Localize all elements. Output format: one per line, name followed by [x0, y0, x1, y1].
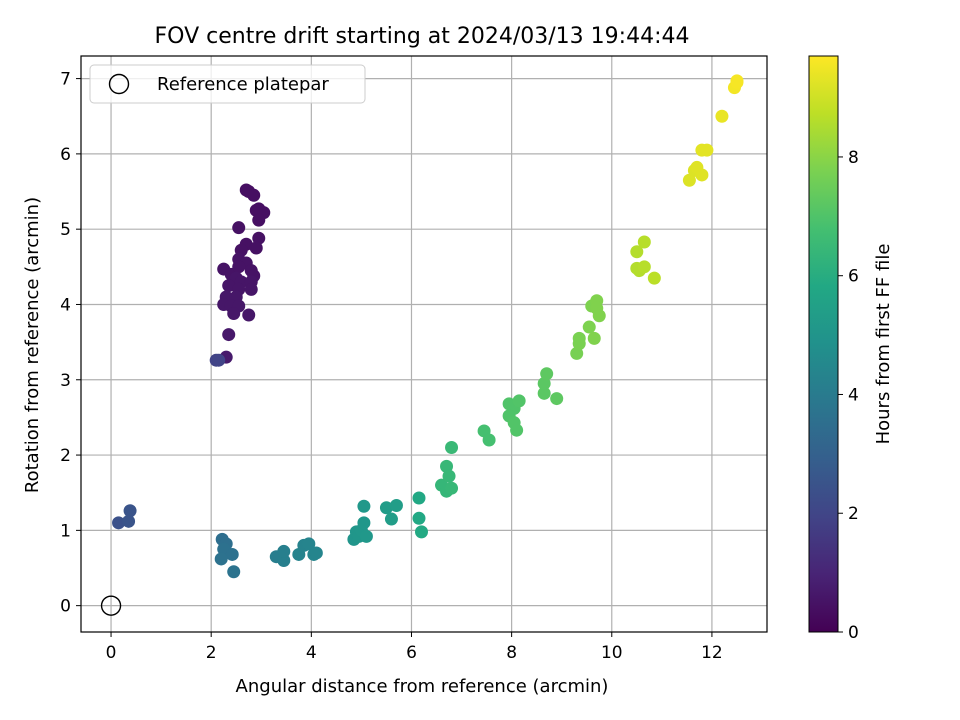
- data-point: [232, 221, 246, 235]
- data-point: [389, 499, 403, 513]
- data-point: [572, 337, 586, 351]
- data-point: [414, 525, 428, 539]
- legend: Reference platepar: [89, 64, 366, 104]
- legend-label: Reference platepar: [157, 74, 329, 95]
- data-point: [512, 394, 526, 408]
- x-tick-label: 8: [506, 643, 517, 663]
- data-point: [309, 546, 323, 560]
- data-point: [112, 516, 126, 530]
- data-point: [550, 392, 564, 406]
- colorbar-gradient: [808, 55, 839, 633]
- y-tick-label: 3: [60, 371, 71, 391]
- colorbar-tick-label: 8: [848, 148, 859, 168]
- y-tick-label: 7: [60, 70, 71, 90]
- data-point: [570, 346, 584, 360]
- data-point: [537, 377, 551, 391]
- data-point: [442, 469, 456, 483]
- data-point: [592, 309, 606, 323]
- y-tick-label: 0: [60, 597, 71, 617]
- data-point: [537, 386, 551, 400]
- axes-frame: [80, 55, 768, 633]
- data-point: [647, 271, 661, 285]
- data-point: [384, 512, 398, 526]
- data-point: [637, 260, 651, 274]
- data-point: [225, 547, 239, 561]
- colorbar: 0 2 4 6 8: [808, 55, 859, 643]
- colorbar-tick-label: 6: [848, 267, 859, 287]
- data-point: [540, 367, 554, 381]
- data-point: [700, 143, 714, 157]
- data-point: [222, 328, 236, 342]
- data-point: [227, 565, 241, 579]
- y-tick-label: 2: [60, 446, 71, 466]
- data-point: [357, 516, 371, 530]
- data-point: [244, 282, 258, 296]
- legend-box: [89, 64, 366, 104]
- chart-title: FOV centre drift starting at 2024/03/13 …: [155, 24, 690, 49]
- data-point: [637, 235, 651, 249]
- data-point: [122, 514, 136, 528]
- data-point: [227, 307, 241, 321]
- data-point: [232, 260, 246, 274]
- data-point: [357, 499, 371, 513]
- data-point: [302, 537, 316, 551]
- data-point: [587, 331, 601, 345]
- y-tick-label: 6: [60, 145, 71, 165]
- colorbar-tick-label: 2: [848, 504, 859, 524]
- data-point: [359, 529, 373, 543]
- data-point: [242, 308, 256, 322]
- data-point: [214, 552, 228, 566]
- y-tick-label: 4: [60, 295, 71, 315]
- data-point: [510, 423, 524, 437]
- data-point: [440, 459, 454, 473]
- data-point: [252, 231, 266, 245]
- x-tick-label: 6: [406, 643, 417, 663]
- data-point: [445, 481, 459, 495]
- data-point: [445, 441, 459, 455]
- data-point: [212, 353, 226, 367]
- data-point: [630, 245, 644, 259]
- x-tick-label: 0: [106, 643, 117, 663]
- data-point: [412, 491, 426, 505]
- x-axis-label: Angular distance from reference (arcmin): [236, 676, 609, 697]
- colorbar-tick-label: 0: [848, 623, 859, 643]
- colorbar-label: Hours from first FF file: [873, 244, 894, 445]
- data-point: [682, 173, 696, 187]
- data-point: [482, 433, 496, 447]
- legend-marker-icon: [108, 73, 130, 95]
- x-tick-label: 10: [601, 643, 623, 663]
- data-point: [222, 279, 236, 293]
- data-point: [249, 241, 263, 255]
- data-point: [715, 109, 729, 123]
- data-point: [249, 203, 263, 217]
- colorbar-tick-label: 4: [848, 385, 859, 405]
- y-axis-label: Rotation from reference (arcmin): [22, 197, 43, 493]
- x-tick-label: 4: [306, 643, 317, 663]
- data-point: [582, 320, 596, 334]
- data-point: [379, 501, 393, 515]
- y-tick-label: 1: [60, 521, 71, 541]
- data-point: [252, 213, 266, 227]
- reference-marker: [100, 595, 122, 616]
- data-point: [277, 544, 291, 558]
- data-point: [277, 553, 291, 567]
- y-tick-label: 5: [60, 220, 71, 240]
- data-point: [412, 511, 426, 525]
- x-tick-label: 12: [701, 643, 723, 663]
- data-point: [123, 504, 137, 518]
- data-point: [730, 74, 744, 88]
- data-point: [247, 188, 261, 202]
- x-tick-label: 2: [206, 643, 217, 663]
- data-point: [695, 168, 709, 182]
